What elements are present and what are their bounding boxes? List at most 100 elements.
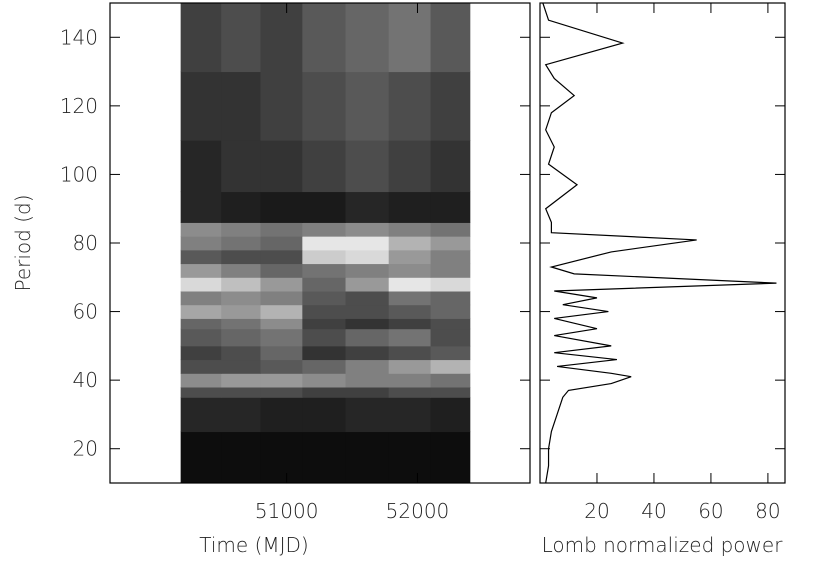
heatmap-cell xyxy=(388,318,432,330)
heatmap-cell xyxy=(430,291,471,306)
heatmap-cell xyxy=(388,3,432,73)
heatmap-cell xyxy=(388,328,432,347)
heatmap-cell xyxy=(180,387,222,398)
y-tick-label: 120 xyxy=(60,94,98,118)
heatmap-cell xyxy=(221,277,261,292)
heatmap-cell xyxy=(388,222,432,237)
y-tick-label: 60 xyxy=(73,300,98,324)
heatmap-cell xyxy=(180,71,222,141)
heatmap-cell xyxy=(260,304,303,319)
heatmap-cell xyxy=(302,431,347,484)
heatmap-cell xyxy=(180,431,222,484)
heatmap-cell xyxy=(345,140,390,193)
heatmap-cell xyxy=(430,318,471,330)
x-tick-label: 40 xyxy=(641,499,666,523)
heatmap-cell xyxy=(388,345,432,361)
heatmap-cell xyxy=(345,387,390,398)
heatmap-cell xyxy=(221,397,261,433)
heatmap-cell xyxy=(302,291,347,306)
heatmap-cell xyxy=(430,345,471,361)
heatmap-cell xyxy=(302,263,347,278)
x-axis-title: Lomb normalized power xyxy=(542,533,784,557)
heatmap-cell xyxy=(260,387,303,398)
heatmap-cell xyxy=(260,397,303,433)
heatmap-cell xyxy=(388,291,432,306)
heatmap-cell xyxy=(302,191,347,223)
heatmap-cell xyxy=(180,3,222,73)
heatmap-cell xyxy=(345,345,390,361)
heatmap-cell xyxy=(180,345,222,361)
heatmap-cell xyxy=(180,249,222,265)
heatmap-cell xyxy=(302,3,347,73)
x-tick-label: 51000 xyxy=(255,499,319,523)
heatmap-cell xyxy=(345,318,390,330)
heatmap-cell xyxy=(345,291,390,306)
heatmap-cell xyxy=(388,431,432,484)
heatmap-cell xyxy=(221,328,261,347)
heatmap-cell xyxy=(260,3,303,73)
heatmap-cell xyxy=(430,222,471,237)
heatmap-cell xyxy=(302,236,347,251)
heatmap-cell xyxy=(388,277,432,292)
heatmap-cell xyxy=(430,397,471,433)
heatmap-cell xyxy=(180,397,222,433)
heatmap-cell xyxy=(221,249,261,265)
heatmap-cell xyxy=(388,140,432,193)
heatmap-cell xyxy=(345,222,390,237)
heatmap-cell xyxy=(430,71,471,141)
heatmap-cell xyxy=(388,304,432,319)
heatmap-cell xyxy=(388,359,432,374)
heatmap-cell xyxy=(221,140,261,193)
heatmap-cell xyxy=(302,397,347,433)
heatmap-cell xyxy=(260,249,303,265)
x-tick-label: 60 xyxy=(698,499,723,523)
heatmap-cell xyxy=(221,3,261,73)
heatmap-cell xyxy=(180,359,222,374)
heatmap-cell xyxy=(345,3,390,73)
y-tick-label: 40 xyxy=(73,368,98,392)
heatmap-cell xyxy=(388,191,432,223)
heatmap-cell xyxy=(221,304,261,319)
heatmap-cell xyxy=(260,140,303,193)
heatmap-cell xyxy=(221,373,261,388)
y-tick-label: 80 xyxy=(73,231,98,255)
heatmap-cell xyxy=(388,387,432,398)
y-tick-label: 100 xyxy=(60,162,98,186)
heatmap-cell xyxy=(430,304,471,319)
heatmap-cell xyxy=(302,318,347,330)
heatmap-cell xyxy=(260,318,303,330)
heatmap-cell xyxy=(388,373,432,388)
x-tick-label: 80 xyxy=(755,499,780,523)
heatmap-cell xyxy=(302,387,347,398)
heatmap-cell xyxy=(260,431,303,484)
heatmap-cell xyxy=(345,431,390,484)
heatmap-cell xyxy=(430,277,471,292)
heatmap-cell xyxy=(180,318,222,330)
heatmap-cell xyxy=(180,328,222,347)
heatmap-cell xyxy=(221,263,261,278)
heatmap-cell xyxy=(221,291,261,306)
heatmap-cell xyxy=(345,191,390,223)
heatmap-cell xyxy=(430,263,471,278)
y-axis-title: Period (d) xyxy=(11,194,35,291)
heatmap-cell xyxy=(430,328,471,347)
heatmap-cell xyxy=(260,71,303,141)
heatmap-cell xyxy=(180,263,222,278)
heatmap-cell xyxy=(260,373,303,388)
heatmap-cell xyxy=(180,291,222,306)
x-tick-label: 52000 xyxy=(386,499,450,523)
heatmap-cell xyxy=(260,359,303,374)
heatmap-cell xyxy=(388,71,432,141)
heatmap-cell xyxy=(430,387,471,398)
heatmap-cell xyxy=(430,431,471,484)
heatmap-cell xyxy=(260,345,303,361)
heatmap-cell xyxy=(260,236,303,251)
heatmap-cell xyxy=(388,236,432,251)
heatmap-cell xyxy=(302,277,347,292)
heatmap-cell xyxy=(180,222,222,237)
heatmap-cell xyxy=(260,328,303,347)
heatmap-cell xyxy=(221,359,261,374)
heatmap-cell xyxy=(180,373,222,388)
